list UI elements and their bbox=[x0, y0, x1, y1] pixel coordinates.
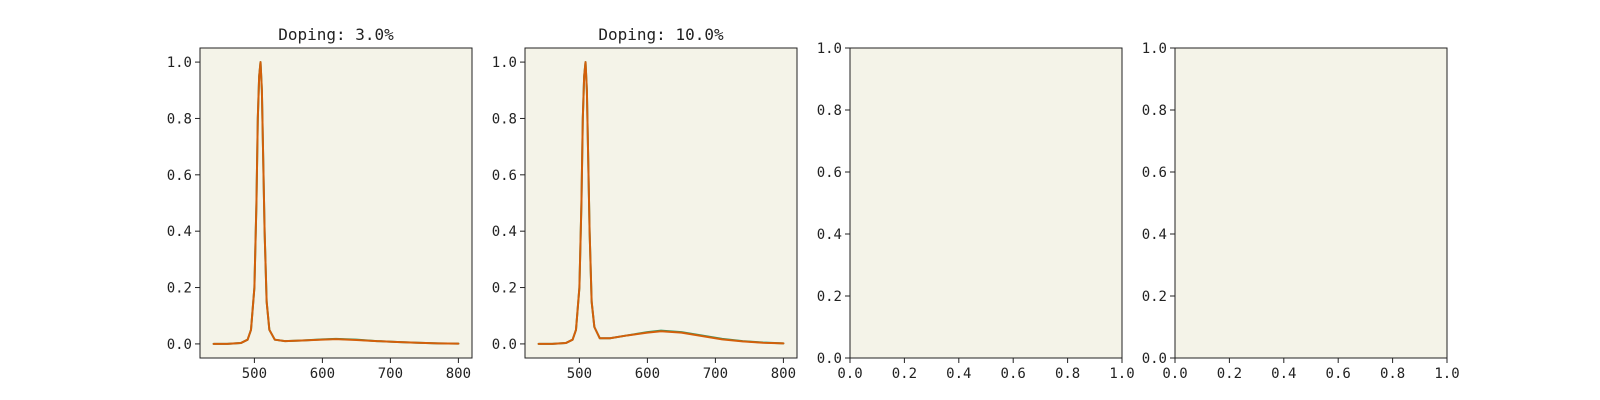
x-tick-label: 0.0 bbox=[1162, 366, 1187, 382]
series-line-2 bbox=[537, 61, 785, 345]
y-tick-label: 0.0 bbox=[817, 351, 842, 367]
y-tick-label: 1.0 bbox=[492, 55, 517, 71]
y-tick-label: 0.6 bbox=[1142, 165, 1167, 181]
y-tick-label: 0.0 bbox=[1142, 351, 1167, 367]
y-tick-label: 0.2 bbox=[167, 281, 192, 297]
x-tick-label: 600 bbox=[635, 366, 660, 382]
subplot-2: 500 600 700 800 0.0 0.2 0.4 0.6 0.8 1.0 Doping: 10… bbox=[492, 25, 798, 382]
y-tick-label: 0.8 bbox=[1142, 103, 1167, 119]
axes-frame bbox=[524, 47, 798, 359]
x-tick-label: 0.6 bbox=[1326, 366, 1351, 382]
series-line-2 bbox=[212, 61, 460, 345]
subplot-title: Doping: 10.0% bbox=[598, 25, 724, 44]
x-tick-label: 0.2 bbox=[892, 366, 917, 382]
y-tick-label: 0.0 bbox=[492, 337, 517, 353]
x-tick-label: 500 bbox=[567, 366, 592, 382]
y-tick-label: 1.0 bbox=[817, 41, 842, 57]
y-tick-label: 0.4 bbox=[167, 224, 192, 240]
axes-frame bbox=[199, 47, 473, 359]
x-tick-label: 0.6 bbox=[1001, 366, 1026, 382]
subplot-1: 500 600 700 800 0.0 0.2 0.4 0.6 0.8 1.0 Doping: 3.… bbox=[167, 25, 473, 382]
y-tick-label: 0.8 bbox=[817, 103, 842, 119]
y-tick-label: 0.4 bbox=[817, 227, 842, 243]
y-tick-label: 0.6 bbox=[817, 165, 842, 181]
plot-area bbox=[200, 48, 472, 358]
y-tick-label: 0.6 bbox=[167, 168, 192, 184]
x-tick-label: 0.0 bbox=[837, 366, 862, 382]
x-tick-label: 0.2 bbox=[1217, 366, 1242, 382]
x-tick-label: 800 bbox=[771, 366, 796, 382]
y-tick-label: 0.2 bbox=[1142, 289, 1167, 305]
x-tick-label: 0.8 bbox=[1380, 366, 1405, 382]
x-tick-label: 0.8 bbox=[1055, 366, 1080, 382]
y-tick-label: 0.6 bbox=[492, 168, 517, 184]
x-tick-label: 1.0 bbox=[1434, 366, 1459, 382]
x-tick-label: 600 bbox=[310, 366, 335, 382]
y-tick-label: 1.0 bbox=[167, 55, 192, 71]
x-tick-label: 700 bbox=[378, 366, 403, 382]
x-tick-label: 0.4 bbox=[1271, 366, 1296, 382]
subplot-3: 0.0 0.2 0.4 0.6 0.8 1.0 0.0 0.2 0.4 0.6 0.8 1.0 bbox=[817, 41, 1135, 382]
x-tick-label: 1.0 bbox=[1109, 366, 1134, 382]
y-tick-label: 0.2 bbox=[492, 281, 517, 297]
plot-area bbox=[525, 48, 797, 358]
x-tick-label: 500 bbox=[242, 366, 267, 382]
y-tick-label: 0.8 bbox=[492, 111, 517, 127]
y-tick-label: 0.8 bbox=[167, 111, 192, 127]
axes-frame bbox=[1174, 47, 1448, 359]
x-tick-label: 700 bbox=[703, 366, 728, 382]
y-tick-label: 1.0 bbox=[1142, 41, 1167, 57]
x-tick-label: 800 bbox=[446, 366, 471, 382]
plot-area bbox=[1175, 48, 1447, 358]
plot-area bbox=[850, 48, 1122, 358]
y-tick-label: 0.2 bbox=[817, 289, 842, 305]
subplot-4: 0.0 0.2 0.4 0.6 0.8 1.0 0.0 0.2 0.4 0.6 0.8 1.0 bbox=[1142, 41, 1460, 382]
y-tick-label: 0.4 bbox=[492, 224, 517, 240]
axes-frame bbox=[849, 47, 1123, 359]
y-tick-label: 0.0 bbox=[167, 337, 192, 353]
subplot-title: Doping: 3.0% bbox=[278, 25, 394, 44]
y-tick-label: 0.4 bbox=[1142, 227, 1167, 243]
x-tick-label: 0.4 bbox=[946, 366, 971, 382]
